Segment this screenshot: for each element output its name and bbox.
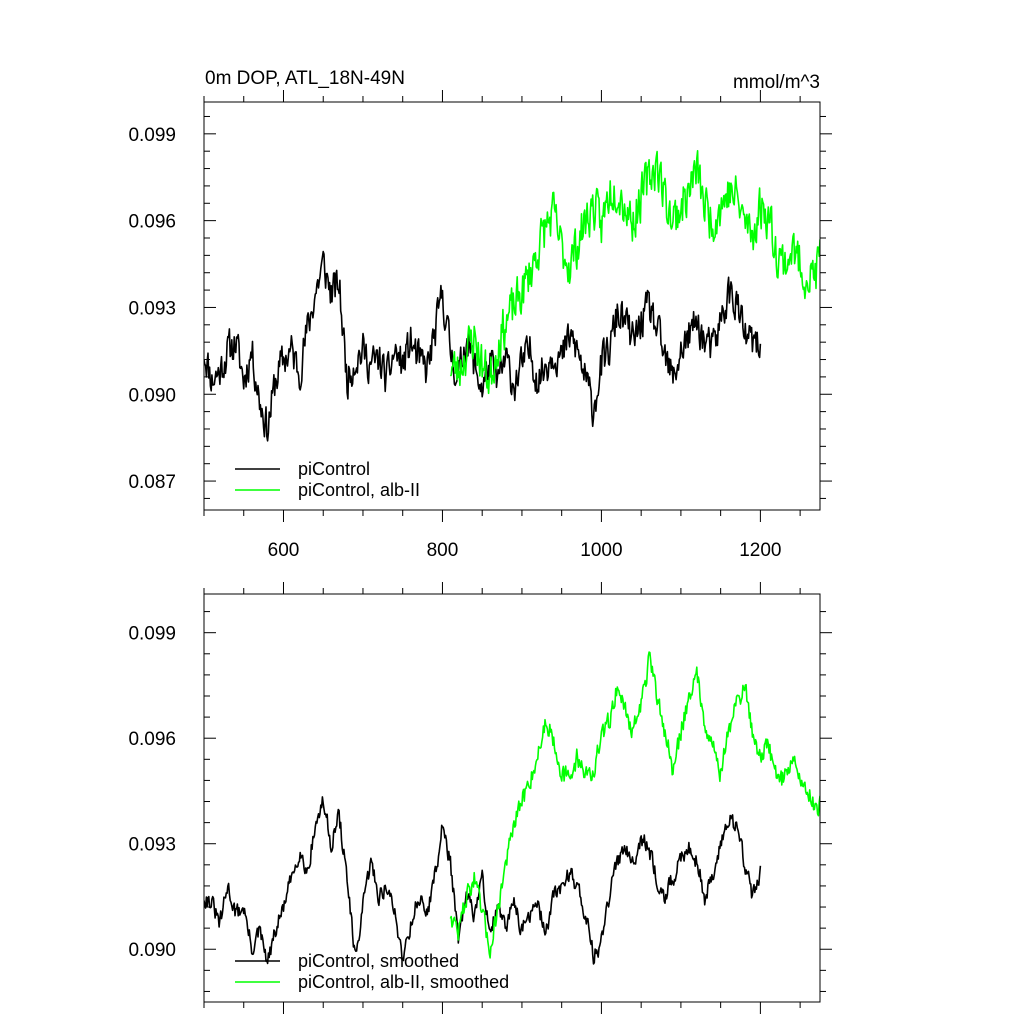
plot-frame [203,593,821,1003]
bottom-plot-area: 0.090 0.093 0.096 0.099 [128,582,832,1014]
top-panel: 0m DOP, ATL_18N-49N mmol/m^3 0.0870.0900… [128,68,832,561]
y-tick-label: 0.093 [128,835,176,856]
plot-frame [203,101,821,511]
y-tick-label: 0.090 [128,940,176,961]
legend-label-picontrol-smoothed: piControl, smoothed [298,951,459,971]
y-tick-label: 0.090 [128,385,176,406]
top-panel-units: mmol/m^3 [733,72,820,93]
y-tick-label: 0.087 [128,472,176,493]
legend-label-alb-ii: piControl, alb-II [298,480,420,500]
top-panel-title: 0m DOP, ATL_18N-49N [205,68,405,89]
x-tick-label: 600 [268,540,300,561]
series-line-picontrol [204,250,762,442]
x-tick-label: 800 [427,540,459,561]
top-plot-area: 0.087 0.090 0.093 0.096 0.099 600 800 1000 1200 [128,90,832,561]
y-tick-label: 0.096 [128,729,176,750]
legend-label-alb-ii-smoothed: piControl, alb-II, smoothed [298,972,509,992]
y-tick-label: 0.093 [128,298,176,319]
x-tick-label: 1200 [739,540,781,561]
series-line-picontrol-alb-ii [449,150,820,395]
y-tick-label: 0.099 [128,125,176,146]
top-legend: piControl piControl, alb-II [235,459,420,500]
bottom-panel: 0.090 0.093 0.096 0.099 piControl, smoothed… [128,582,832,1014]
bottom-legend: piControl, smoothed piControl, alb-II, s… [235,951,509,992]
y-tick-label: 0.099 [128,624,176,645]
series-group [204,651,820,965]
legend-label-picontrol: piControl [298,459,370,479]
y-tick-label: 0.096 [128,212,176,233]
series-line-picontrol-alb-ii-smoothed [449,651,820,959]
series-group [204,150,820,442]
series-line-picontrol-smoothed [204,796,762,965]
x-tick-label: 1000 [580,540,622,561]
